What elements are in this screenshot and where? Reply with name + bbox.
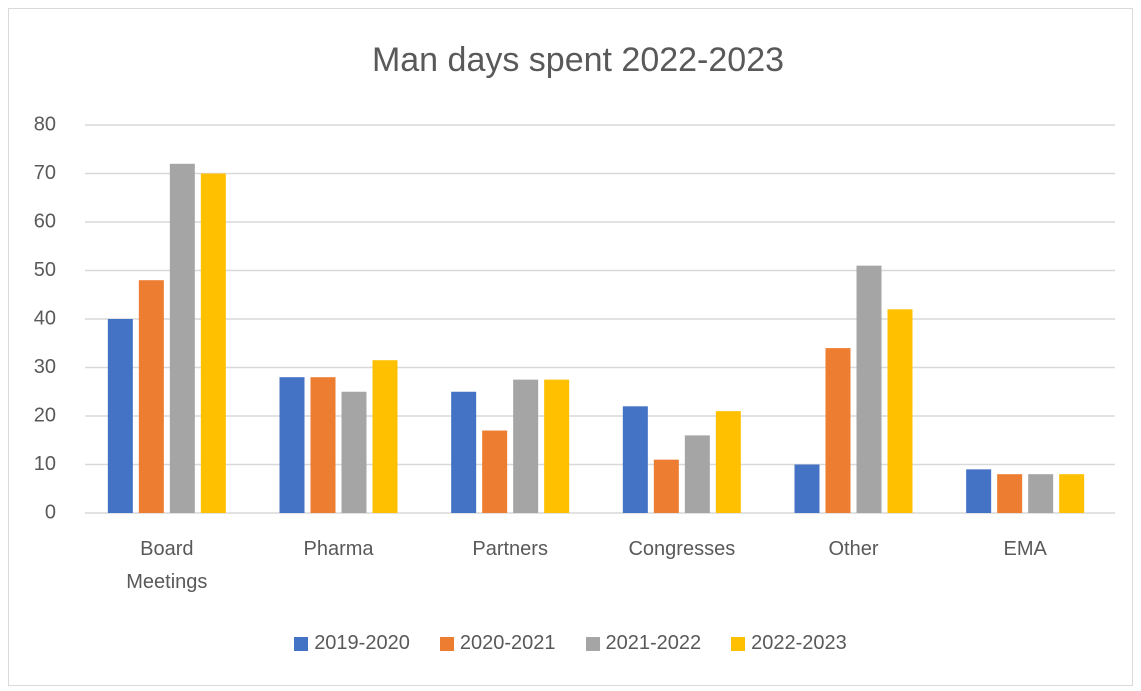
bar xyxy=(825,348,851,513)
bar xyxy=(372,360,398,513)
bar xyxy=(513,379,539,513)
x-tick-label: Board Meetings xyxy=(126,538,208,593)
y-tick-label: 50 xyxy=(34,259,56,281)
bar xyxy=(341,391,367,513)
bar xyxy=(200,173,226,513)
x-tick-label: Pharma xyxy=(303,538,374,560)
bar xyxy=(544,379,570,513)
y-tick-label: 40 xyxy=(34,307,56,329)
y-tick-label: 70 xyxy=(34,162,56,184)
x-tick-label: EMA xyxy=(1003,538,1047,560)
chart-title: Man days spent 2022-2023 xyxy=(372,41,784,79)
legend-label: 2020-2021 xyxy=(459,632,556,654)
bar xyxy=(451,391,477,513)
legend-item: 2021-2022 xyxy=(585,632,702,655)
legend-swatch xyxy=(585,636,600,651)
chart-frame xyxy=(8,8,1133,686)
legend-item: 2022-2023 xyxy=(731,632,847,655)
bar xyxy=(887,309,913,513)
y-tick-label: 20 xyxy=(34,404,56,426)
legend-swatch xyxy=(439,636,454,651)
legend-swatch xyxy=(294,636,309,651)
bar xyxy=(715,411,741,513)
bar xyxy=(966,469,992,513)
bar xyxy=(622,406,648,513)
bar xyxy=(856,265,882,513)
legend-label: 2022-2023 xyxy=(751,632,847,654)
bar xyxy=(794,464,820,513)
legend-swatch xyxy=(731,636,746,651)
legend-item: 2020-2021 xyxy=(439,632,556,655)
x-tick-label: Other xyxy=(828,538,879,560)
bar xyxy=(1059,474,1085,513)
bar xyxy=(1028,474,1054,513)
y-tick-label: 80 xyxy=(34,113,56,135)
legend-label: 2019-2020 xyxy=(314,632,410,654)
legend-item: 2019-2020 xyxy=(294,632,410,655)
y-tick-label: 60 xyxy=(34,210,56,232)
bar xyxy=(107,319,133,513)
bar xyxy=(169,163,195,514)
bar xyxy=(279,377,305,513)
bar xyxy=(482,430,508,513)
bar xyxy=(684,435,710,513)
legend: 2019-2020 2020-2021 2021-2022 2022-2023 xyxy=(0,632,1141,655)
bar xyxy=(653,459,679,513)
y-tick-label: 10 xyxy=(34,453,56,475)
bar xyxy=(310,377,336,513)
x-tick-label: Congresses xyxy=(628,538,736,560)
x-tick-label: Partners xyxy=(472,538,548,560)
bar xyxy=(997,474,1023,513)
bar xyxy=(138,280,164,513)
legend-label: 2021-2022 xyxy=(605,632,702,654)
y-tick-label: 0 xyxy=(45,501,56,523)
y-tick-label: 30 xyxy=(34,356,56,378)
